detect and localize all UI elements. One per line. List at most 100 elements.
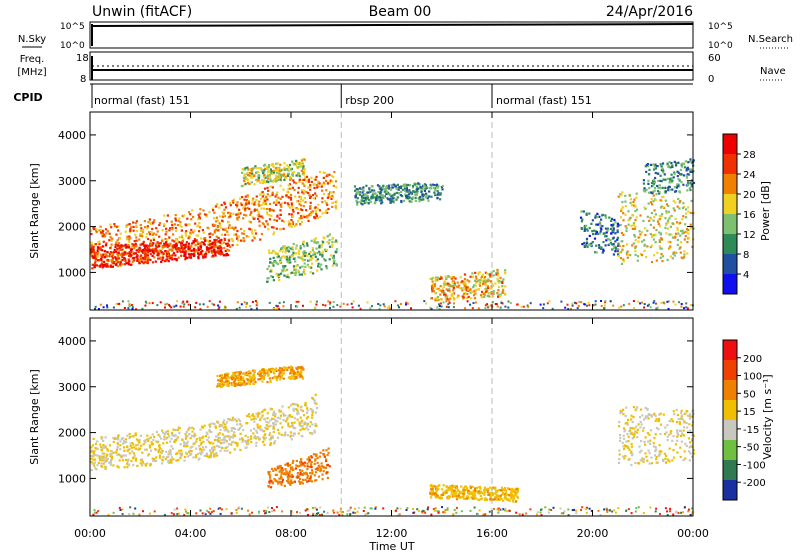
velocity-cell	[255, 444, 258, 447]
velocity-cell	[278, 477, 281, 480]
power-cell	[122, 254, 125, 257]
power-cell	[358, 187, 362, 190]
power-cell	[309, 207, 312, 210]
power-cell	[599, 221, 602, 224]
power-cell	[409, 191, 412, 194]
power-cell	[449, 276, 452, 279]
power-cell	[241, 171, 244, 174]
power-cell	[120, 244, 123, 247]
power-cell	[446, 282, 449, 285]
power-cell	[94, 261, 97, 264]
power-cell	[617, 248, 620, 251]
power-cell	[408, 184, 411, 187]
velocity-cell	[123, 449, 126, 452]
power-cell	[119, 264, 122, 267]
velocity-cell	[226, 380, 229, 383]
power-cell	[679, 168, 682, 171]
power-cell	[463, 284, 466, 287]
velocity-cell	[277, 480, 281, 483]
power-cell	[286, 268, 289, 271]
velocity-cell	[274, 415, 277, 418]
power-cell	[687, 168, 690, 171]
power-cell	[162, 252, 165, 255]
power-cell	[90, 252, 93, 255]
power-cell	[174, 217, 177, 220]
velocity-cell	[177, 459, 180, 462]
power-cell	[658, 217, 662, 221]
power-cell	[464, 282, 467, 285]
velocity-cell	[253, 415, 256, 418]
power-cell	[652, 163, 655, 166]
power-cell	[299, 208, 303, 211]
power-cell	[161, 245, 164, 248]
velocity-cell	[249, 380, 252, 383]
power-cell	[262, 171, 265, 174]
power-cell	[204, 250, 207, 254]
power-cell	[189, 232, 192, 235]
power-cell	[216, 249, 219, 252]
power-cell	[183, 252, 186, 256]
power-cell	[636, 255, 640, 258]
power-cell	[392, 183, 395, 186]
power-near-range-cell	[131, 306, 134, 309]
power-cell	[269, 257, 272, 260]
power-cell	[430, 297, 433, 300]
velocity-cell	[268, 480, 271, 483]
velocity-cell	[308, 459, 312, 462]
power-cell	[413, 183, 416, 186]
power-cell	[386, 185, 389, 188]
power-cell	[269, 194, 272, 198]
power-cell	[253, 174, 256, 178]
power-cell	[165, 238, 168, 241]
velocity-cell	[238, 371, 241, 374]
power-cell	[144, 249, 147, 252]
power-near-range-cell	[678, 301, 681, 304]
power-cell	[214, 251, 217, 254]
power-cell	[667, 221, 670, 224]
power-cell	[588, 212, 591, 215]
power-cell	[258, 215, 261, 218]
power-cell	[315, 175, 318, 178]
velocity-cell	[433, 492, 436, 495]
velocity-cell	[265, 424, 268, 427]
velocity-cell	[445, 486, 448, 489]
power-cell	[276, 215, 279, 218]
velocity-cell	[234, 377, 237, 380]
velocity-cell	[300, 421, 303, 424]
velocity-cell	[157, 433, 160, 436]
power-cell	[103, 250, 106, 253]
power-near-range-cell	[121, 300, 124, 303]
power-cell	[667, 204, 670, 207]
power-cell	[151, 254, 154, 257]
power-cell	[210, 249, 213, 252]
velocity-cell	[306, 476, 309, 480]
velocity-cell	[457, 489, 460, 492]
velocity-cell	[218, 425, 221, 428]
velocity-cell	[106, 453, 109, 456]
power-cell	[454, 277, 457, 280]
power-cell	[268, 175, 271, 178]
power-near-range-cell	[302, 304, 304, 307]
power-cell	[450, 294, 453, 297]
power-colorbar-tick-label: 24	[743, 170, 756, 181]
power-cell	[621, 200, 624, 204]
power-cell	[466, 279, 469, 282]
velocity-cell	[137, 440, 140, 443]
power-cell	[151, 233, 154, 236]
power-cell	[318, 265, 321, 268]
power-cell	[240, 227, 243, 231]
power-near-range-cell	[336, 304, 339, 307]
velocity-cell	[123, 441, 126, 444]
power-cell	[358, 193, 362, 196]
power-cell	[219, 246, 222, 249]
power-cell	[669, 215, 672, 218]
power-cell	[690, 199, 693, 203]
power-cell	[110, 239, 113, 242]
power-near-range-cell	[206, 305, 209, 308]
velocity-cell	[179, 456, 182, 459]
power-cell	[617, 195, 620, 198]
power-cell	[397, 188, 400, 191]
power-cell	[263, 169, 266, 172]
power-cell	[208, 244, 211, 247]
power-cell	[285, 258, 288, 261]
